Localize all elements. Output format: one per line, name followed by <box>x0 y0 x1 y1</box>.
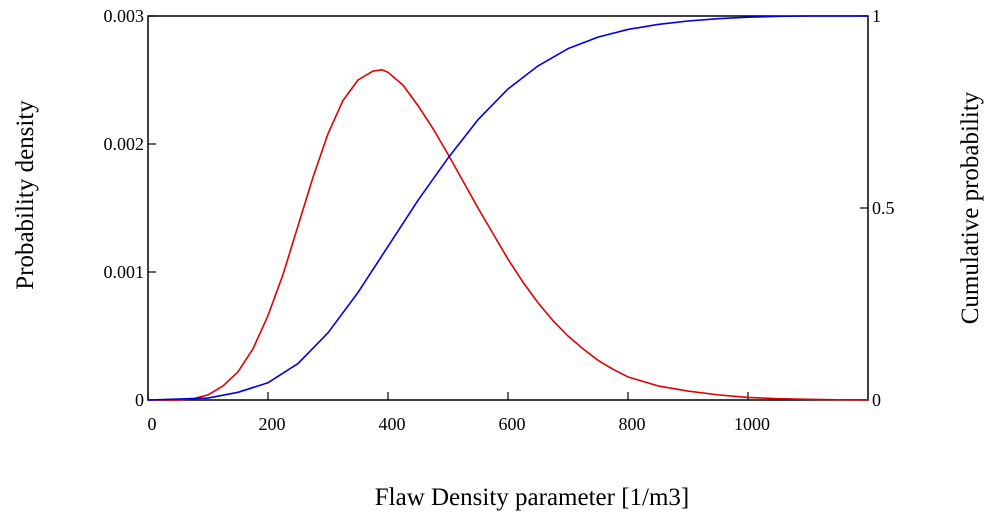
y-tick-label: 0.002 <box>104 134 145 154</box>
y-tick-label: 0.003 <box>104 6 145 26</box>
y-axis-title: Probability density <box>12 100 39 290</box>
y2-tick-label: 1 <box>872 6 881 26</box>
series-layer <box>147 15 869 401</box>
x-tick-label: 400 <box>379 414 406 434</box>
x-tick-label: 600 <box>499 414 526 434</box>
x-tick-label: 1000 <box>734 414 770 434</box>
x-tick-label: 800 <box>619 414 646 434</box>
series-line-1 <box>148 68 869 401</box>
y-tick-label: 0 <box>135 390 144 410</box>
y-axis-ticks: 0 0.001 0.002 0.003 <box>104 6 156 410</box>
y2-axis-title: Cumulative probability <box>957 91 984 324</box>
y2-tick-label: 0 <box>872 390 881 410</box>
y2-tick-label: 0.5 <box>872 198 895 218</box>
x-axis-ticks: 0 200 400 600 800 1000 <box>147 392 770 434</box>
x-axis-title: Flaw Density parameter [1/m3] <box>375 484 690 511</box>
x-tick-label: 0 <box>148 414 157 434</box>
y-tick-label: 0.001 <box>104 262 145 282</box>
y2-axis-ticks: 00.51 <box>860 6 895 410</box>
series-line-2 <box>147 15 868 401</box>
x-tick-label: 200 <box>259 414 286 434</box>
